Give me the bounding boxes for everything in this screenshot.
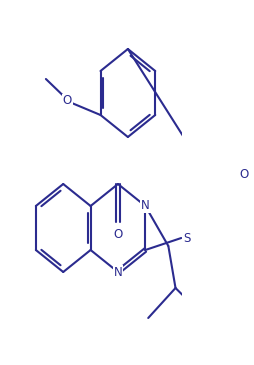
Text: O: O [240, 168, 249, 181]
Text: N: N [141, 200, 150, 212]
Text: S: S [183, 231, 191, 245]
Text: O: O [113, 227, 123, 241]
Text: N: N [114, 265, 122, 278]
Text: O: O [63, 95, 72, 108]
